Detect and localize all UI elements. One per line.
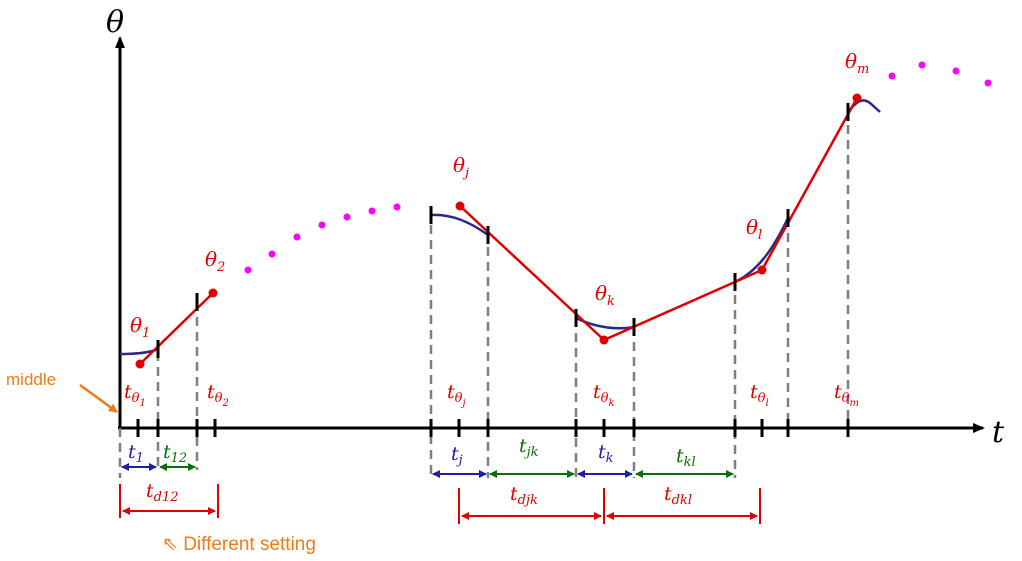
theta-labels: θ1 θ2 θj θk θl θm	[130, 49, 869, 341]
t-theta-label-k: tθk	[593, 381, 615, 409]
theta-label-k: θk	[595, 281, 615, 309]
waypoint-theta-2	[208, 288, 218, 298]
waypoints	[135, 93, 862, 369]
t-theta-labels: tθ1 tθ2 tθj tθk tθl tθm	[124, 381, 859, 409]
middle-arrow	[79, 383, 118, 414]
waypoint-theta-j	[455, 201, 465, 211]
delay-brackets	[119, 484, 761, 524]
t-theta-label-j: tθj	[447, 381, 466, 409]
dashed-guides	[118, 110, 850, 478]
waypoint-theta-k	[599, 335, 609, 345]
t-theta-label-m: tθm	[834, 381, 859, 409]
t-theta-label-1: tθ1	[124, 381, 146, 409]
t-theta-label-2: tθ2	[207, 381, 229, 409]
t-theta-label-l: tθl	[750, 381, 769, 409]
delay-labels: td12 tdjk tdkl	[146, 480, 692, 508]
waypoint-theta-m	[852, 93, 862, 103]
middle-annotation: middle	[6, 370, 56, 389]
interval-label-tjk: tjk	[519, 435, 539, 460]
interval-arrows	[121, 463, 734, 478]
interval-label-tk: tk	[598, 441, 614, 466]
dotted-continuation	[244, 61, 992, 274]
x-axis-label: t	[992, 415, 1005, 450]
smoothed-curve	[119, 99, 881, 356]
interval-label-t1: t1	[128, 441, 144, 466]
curve-ticks	[156, 103, 850, 358]
interval-labels: t1 t12 tj tjk tk tkl	[128, 435, 696, 470]
interval-label-tj: tj	[451, 443, 463, 468]
delay-label-d12: td12	[146, 480, 179, 505]
theta-label-j: θj	[453, 153, 469, 181]
waypoint-theta-1	[135, 359, 145, 369]
y-axis-label: θ	[106, 5, 124, 40]
different-setting-annotation: ⇖ Different setting	[162, 534, 316, 555]
theta-label-2: θ2	[205, 247, 225, 275]
interval-label-tkl: tkl	[676, 445, 696, 470]
delay-label-dkl: tdkl	[664, 483, 692, 508]
theta-label-m: θm	[845, 49, 869, 77]
theta-label-l: θl	[746, 215, 762, 243]
waypoint-theta-l	[757, 265, 767, 275]
theta-label-1: θ1	[130, 313, 150, 341]
delay-label-djk: tdjk	[510, 483, 538, 508]
interval-label-t12: t12	[163, 441, 187, 466]
axis-ticks	[136, 419, 850, 437]
